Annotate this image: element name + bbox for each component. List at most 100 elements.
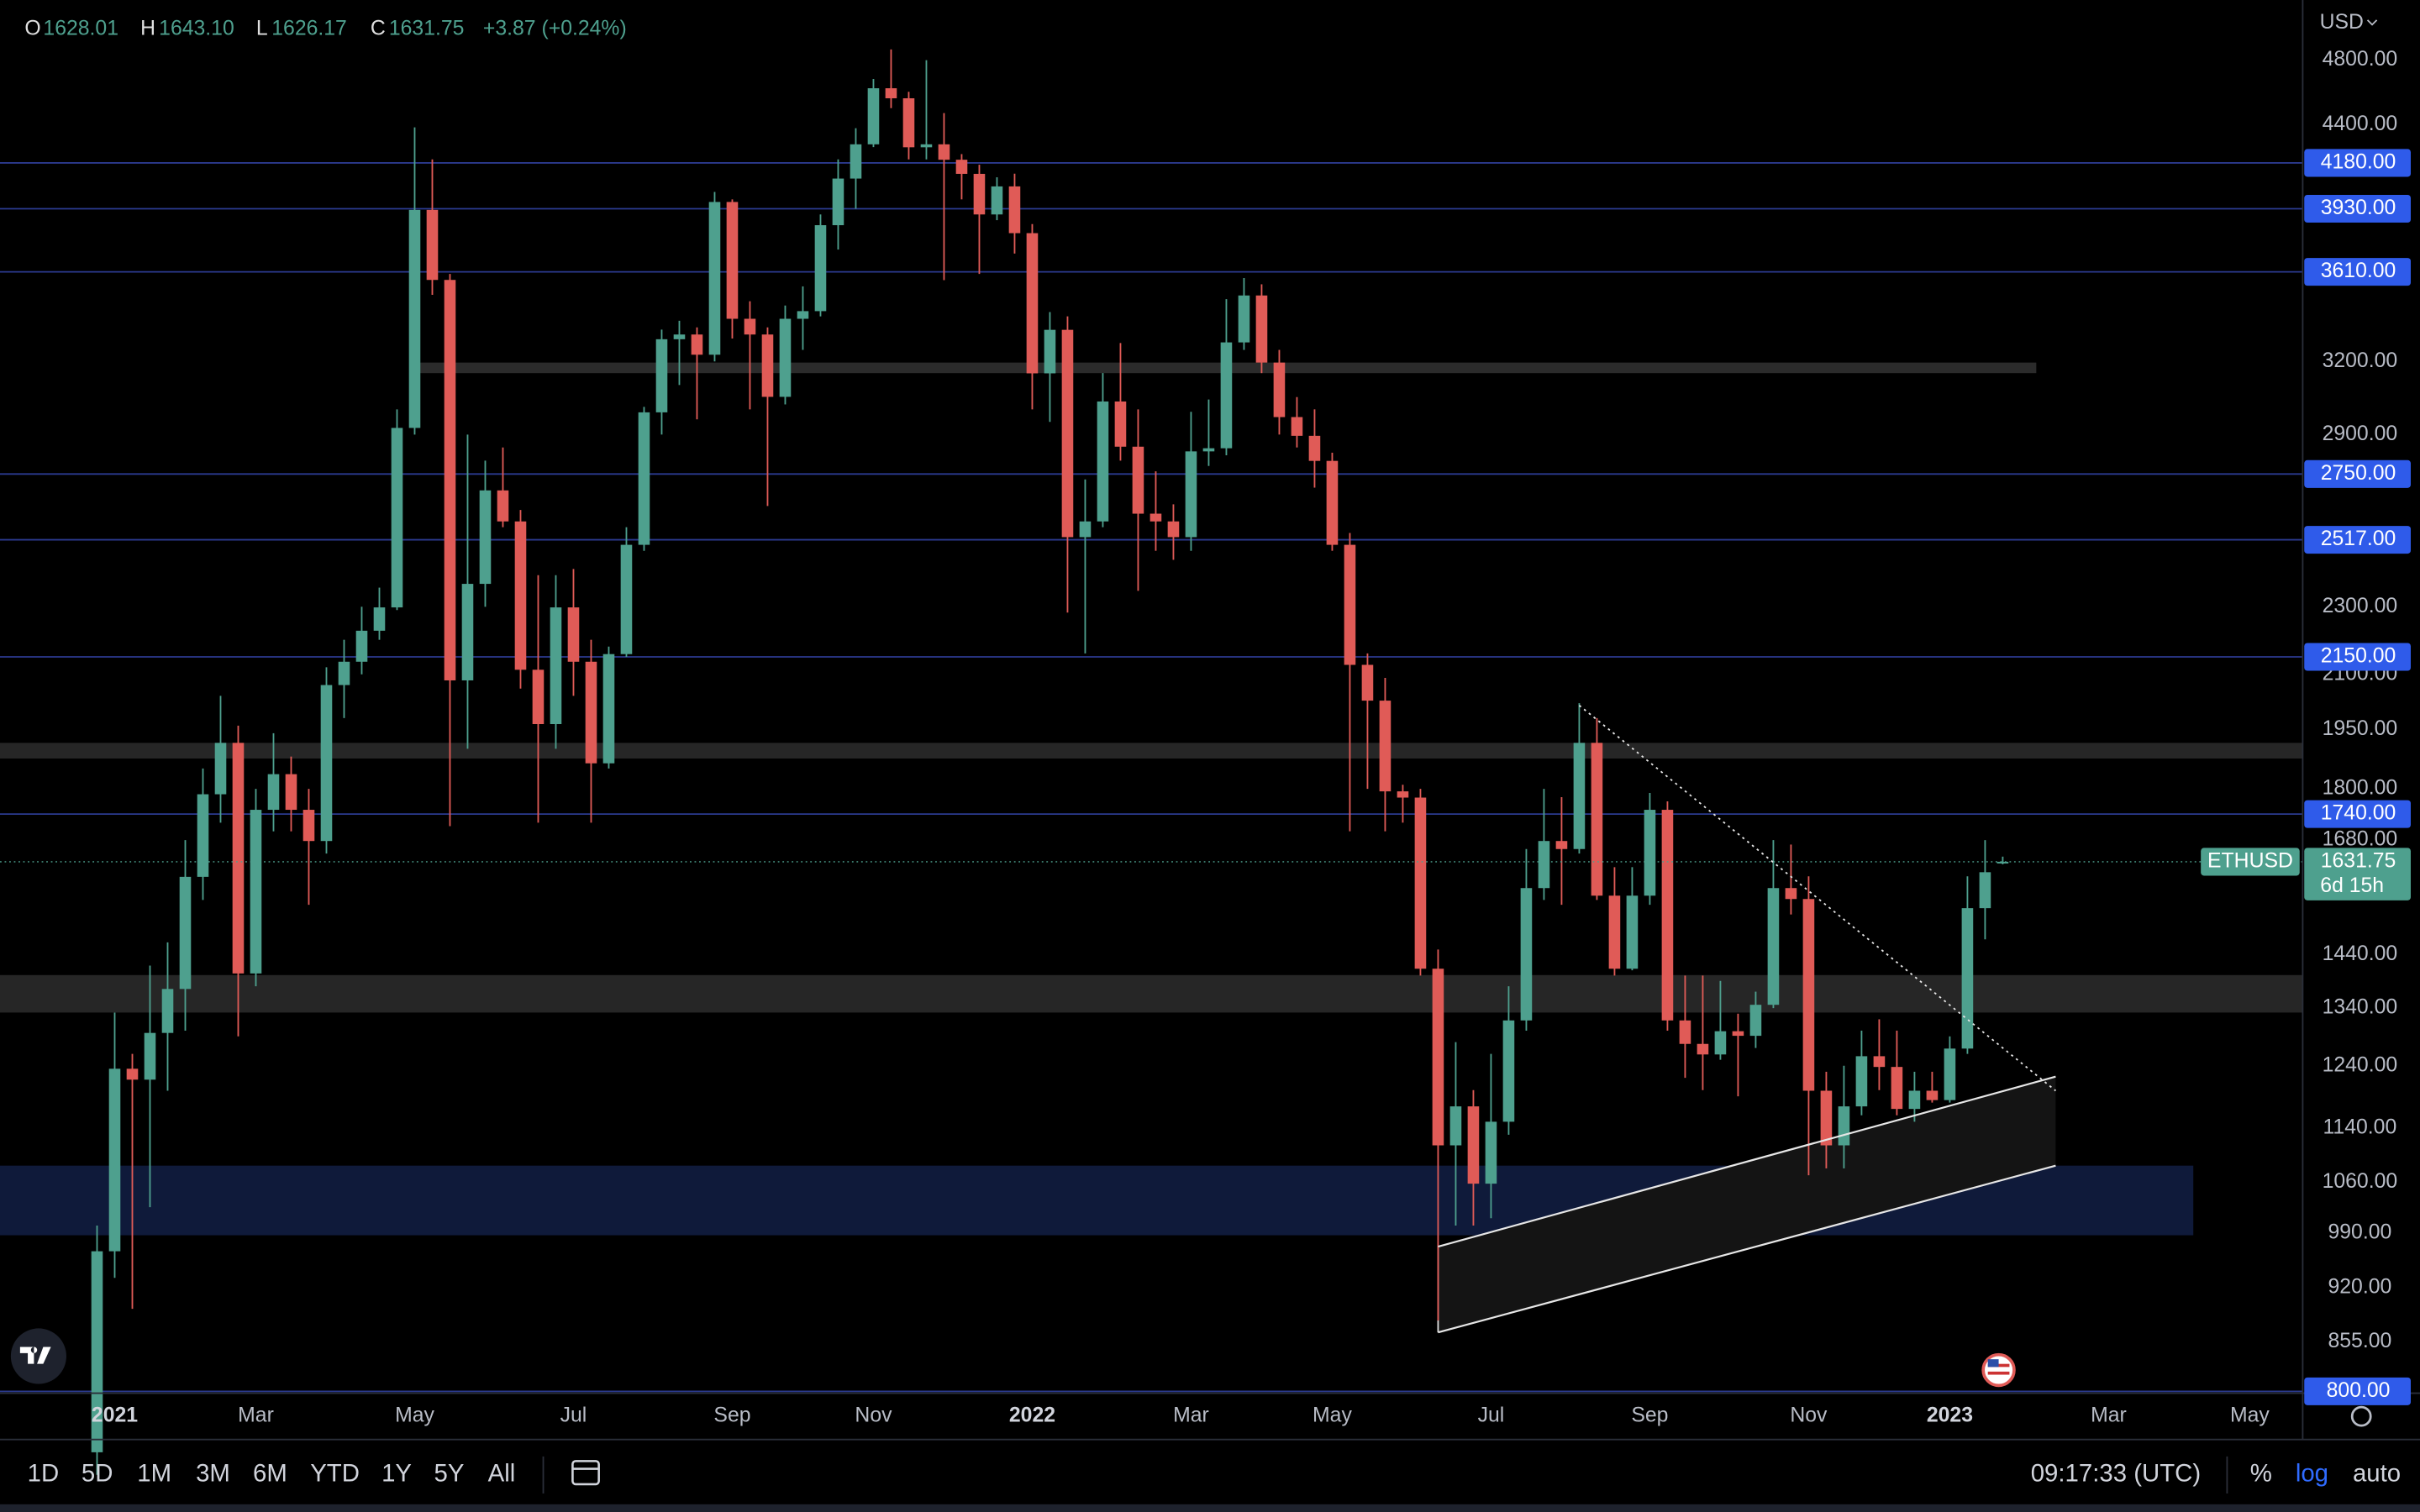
candle-body xyxy=(1432,969,1444,1146)
level-label-box xyxy=(2304,149,2411,177)
candle-body xyxy=(1608,895,1621,969)
candle-body xyxy=(1379,701,1392,792)
candle-body xyxy=(302,810,315,842)
y-tick-label: 3200.00 xyxy=(2323,349,2398,372)
price-zone xyxy=(0,974,2303,1013)
candle-body xyxy=(814,225,827,312)
ohlc-value: 1628.01 xyxy=(43,17,118,39)
candle-body xyxy=(514,521,527,670)
level-label: 1740.00 xyxy=(2321,802,2396,825)
ohlc-value: 1626.17 xyxy=(271,17,347,39)
candle-body xyxy=(1467,1106,1480,1184)
clock[interactable]: 09:17:33 (UTC) xyxy=(2031,1460,2201,1488)
candle-body xyxy=(373,607,386,631)
last-price-box xyxy=(2304,848,2411,900)
y-tick-label: 1800.00 xyxy=(2323,777,2398,800)
ohlc-key: L xyxy=(256,17,268,39)
y-tick-label: 1440.00 xyxy=(2323,942,2398,965)
level-label: 2150.00 xyxy=(2321,645,2396,668)
y-tick-label: 1950.00 xyxy=(2323,717,2398,740)
candle-body xyxy=(1061,329,1074,538)
candle-body xyxy=(1449,1106,1462,1146)
auto-toggle[interactable]: auto xyxy=(2353,1460,2401,1488)
candle-body xyxy=(567,607,580,662)
candle-body xyxy=(267,774,280,811)
percent-toggle[interactable]: % xyxy=(2250,1460,2272,1488)
candle-body xyxy=(1361,664,1374,701)
candle-body xyxy=(691,334,703,355)
y-tick-label: 1140.00 xyxy=(2323,1116,2396,1139)
candle-body xyxy=(108,1068,121,1252)
symbol-box xyxy=(2201,848,2300,876)
y-tick-label: 1340.00 xyxy=(2323,996,2398,1019)
y-tick-label: 2900.00 xyxy=(2323,423,2398,445)
x-tick-label: Mar xyxy=(2091,1404,2127,1427)
candle-body xyxy=(408,209,421,428)
candle-body xyxy=(1820,1090,1833,1146)
candle-body xyxy=(1891,1067,1903,1110)
candle-body xyxy=(1132,446,1144,514)
level-label-box xyxy=(2304,459,2411,488)
x-tick-label: 2021 xyxy=(92,1404,138,1427)
ohlc-key: C xyxy=(371,17,386,39)
candle-body xyxy=(1220,342,1233,449)
range-button[interactable]: 5Y xyxy=(434,1460,465,1488)
candle-body xyxy=(1044,329,1056,374)
candle-body xyxy=(1397,791,1409,798)
candle-body xyxy=(1291,417,1303,436)
candle-body xyxy=(250,810,262,974)
range-button[interactable]: 1D xyxy=(28,1460,60,1488)
candle-body xyxy=(91,1251,103,1452)
candle-body xyxy=(655,339,668,412)
candle-body xyxy=(708,202,721,355)
candle-body xyxy=(444,280,456,680)
log-toggle[interactable]: log xyxy=(2296,1460,2328,1488)
candle-body xyxy=(497,490,509,522)
range-button[interactable]: 1Y xyxy=(381,1460,412,1488)
level-label-box xyxy=(2304,526,2411,554)
candle-body xyxy=(197,794,209,877)
date-range-icon[interactable] xyxy=(571,1460,600,1486)
candle-body xyxy=(797,311,809,319)
candle-body xyxy=(1626,895,1639,969)
range-button[interactable]: 5D xyxy=(82,1460,113,1488)
settings-icon[interactable] xyxy=(2350,1405,2372,1427)
candle-body xyxy=(1414,797,1427,969)
candle-body xyxy=(885,88,897,99)
candle-body xyxy=(1979,872,1991,909)
currency[interactable]: USD xyxy=(2320,11,2364,34)
x-tick-label: May xyxy=(395,1404,434,1427)
y-tick-label: 855.00 xyxy=(2328,1330,2391,1352)
candle-body xyxy=(1326,460,1339,545)
price-axis xyxy=(2302,0,2420,1440)
candle-body xyxy=(1838,1106,1850,1146)
x-tick-label: May xyxy=(2230,1404,2270,1427)
candle-body xyxy=(867,88,880,144)
range-button[interactable]: All xyxy=(488,1460,516,1488)
candle-body xyxy=(1697,1043,1709,1055)
level-label: 3930.00 xyxy=(2321,197,2396,219)
candle-body xyxy=(1202,448,1215,452)
flag-stripe xyxy=(1987,1371,2010,1375)
range-button[interactable]: YTD xyxy=(310,1460,360,1488)
candle-body xyxy=(832,178,844,226)
candle-body xyxy=(1008,186,1021,234)
candle-body xyxy=(1238,295,1250,343)
y-tick-label: 1060.00 xyxy=(2323,1170,2398,1193)
y-tick-label: 920.00 xyxy=(2328,1275,2391,1298)
x-tick-label: Sep xyxy=(1631,1404,1668,1427)
candle-body xyxy=(902,98,915,148)
x-tick-label: 2022 xyxy=(1009,1404,1055,1427)
candle-body xyxy=(1996,861,2009,864)
candle-body xyxy=(991,186,1003,215)
range-button[interactable]: 3M xyxy=(196,1460,230,1488)
bottom-strip xyxy=(0,1504,2420,1512)
ohlc-key: H xyxy=(140,17,155,39)
candle-body xyxy=(550,607,562,725)
logo-mark xyxy=(19,1347,51,1364)
range-button[interactable]: 1M xyxy=(137,1460,171,1488)
range-button[interactable]: 6M xyxy=(253,1460,287,1488)
candle-body xyxy=(602,654,615,764)
candle-body xyxy=(638,412,650,545)
